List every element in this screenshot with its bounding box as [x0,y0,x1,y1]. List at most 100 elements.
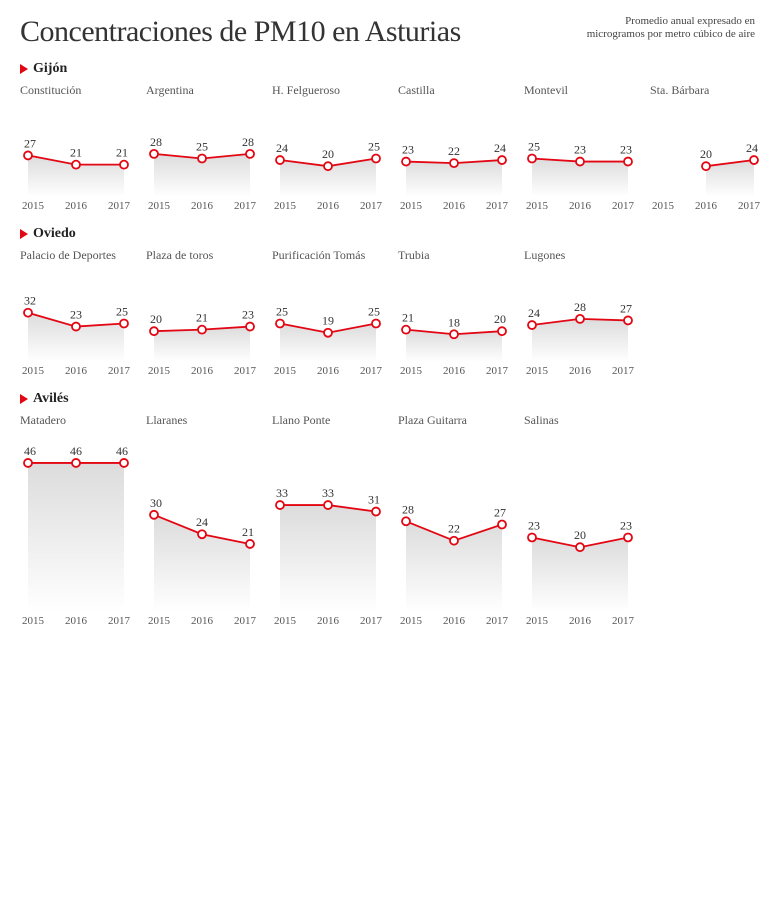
charts-row: Matadero 464646 201520162017 Llaranes 30… [20,413,755,627]
x-tick-label: 2015 [400,200,422,212]
x-axis-ticks: 2015 2016 2017 [272,200,384,212]
chart-svg: 2024 [650,102,762,197]
chart-value-label: 20 [150,312,162,326]
chart-label: Montevil [524,83,636,98]
x-tick-label: 2015 [526,365,548,377]
x-tick-label: 2017 [108,365,130,377]
chart-label: Castilla [398,83,510,98]
chart-marker [702,162,710,170]
chart-marker [150,150,158,158]
chart-svg: 282528 [146,102,258,197]
chart-label: Plaza de toros [146,248,258,263]
x-tick-label: 2016 [65,365,87,377]
x-tick-label: 2016 [191,365,213,377]
chart-marker [72,161,80,169]
x-tick-label: 2017 [738,200,760,212]
x-tick-label: 2015 [22,200,44,212]
chart-value-label: 22 [448,144,460,158]
chart-marker [276,156,284,164]
chart-value-label: 18 [448,315,460,329]
chart-marker [246,540,254,548]
charts-row: Palacio de Deportes 322325 201520162017 … [20,248,755,377]
chart-value-label: 25 [368,305,380,319]
chart-value-label: 27 [24,136,36,150]
x-tick-label: 2017 [360,200,382,212]
x-axis-ticks: 201520162017 [20,615,132,627]
x-axis-ticks: 201520162017 [272,615,384,627]
chart-area [280,505,376,612]
charts-row: Constitución 272121 201520162017 Argenti… [20,83,755,212]
x-tick-label: 2015 [274,365,296,377]
chart-marker [498,327,506,335]
chart-value-label: 25 [368,140,380,154]
chart-value-label: 25 [528,140,540,154]
x-tick-label: 2016 [191,615,213,627]
mini-chart: Plaza de toros 202123 201520162017 [146,248,258,377]
x-tick-label: 2015 [274,200,296,212]
chart-marker [750,156,758,164]
chart-value-label: 23 [528,518,540,532]
section-header: Oviedo [20,226,755,242]
chart-value-label: 25 [276,305,288,319]
chart-marker [150,327,158,335]
chart-svg: 242025 [272,102,384,197]
chart-marker [576,315,584,323]
chart-label: Trubia [398,248,510,263]
chart-marker [402,326,410,334]
chart-value-label: 46 [116,444,128,458]
section: Oviedo Palacio de Deportes 322325 201520… [20,226,755,377]
chart-value-label: 24 [276,141,288,155]
chart-svg: 25 19 25 [272,267,384,362]
mini-chart: Trubia 211820 201520162017 [398,248,510,377]
x-axis-ticks: 201520162017 [146,200,258,212]
chart-label: Argentina [146,83,258,98]
chart-value-label: 28 [574,300,586,314]
x-tick-label: 2017 [108,200,130,212]
chart-value-label: 30 [150,496,162,510]
page-title: Concentraciones de PM10 en Asturias [20,15,461,49]
mini-chart: Llano Ponte 333331 201520162017 [272,413,384,627]
chart-value-label: 19 [322,314,334,328]
x-tick-label: 2015 [274,615,296,627]
chart-marker [450,159,458,167]
x-tick-label: 2015 [22,615,44,627]
chart-marker [402,158,410,166]
x-tick-label: 2017 [360,615,382,627]
x-tick-label: 2016 [443,365,465,377]
x-tick-label: 2016 [191,200,213,212]
x-tick-label: 2015 [526,200,548,212]
section-header: Gijón [20,61,755,77]
chart-label: H. Felgueroso [272,83,384,98]
chart-value-label: 20 [700,147,712,161]
mini-chart: Lugones 242827 201520162017 [524,248,636,377]
chart-label: Plaza Guitarra [398,413,510,428]
chart-value-label: 33 [322,486,334,500]
x-tick-label: 2016 [443,615,465,627]
chart-marker [24,309,32,317]
chart-svg: 282227 [398,432,510,612]
x-axis-ticks: 201520162017 [20,200,132,212]
chart-label: Salinas [524,413,636,428]
sections-container: Gijón Constitución 272121 201520162017 A… [20,61,755,627]
chart-label: Llano Ponte [272,413,384,428]
chart-marker [372,508,380,516]
x-axis-ticks: 201520162017 [524,365,636,377]
chart-value-label: 24 [196,515,208,529]
x-axis-ticks: 201520162017 [146,615,258,627]
x-tick-label: 2016 [569,200,591,212]
section-marker-icon [20,394,28,404]
chart-marker [624,316,632,324]
chart-value-label: 21 [116,146,128,160]
chart-marker [324,501,332,509]
chart-svg: 232224 [398,102,510,197]
chart-svg: 272121 [20,102,132,197]
chart-value-label: 24 [746,141,758,155]
mini-chart: Plaza Guitarra 282227 201520162017 [398,413,510,627]
x-tick-label: 2015 [400,615,422,627]
x-tick-label: 2017 [486,365,508,377]
x-tick-label: 2015 [148,615,170,627]
chart-value-label: 27 [494,506,506,520]
chart-value-label: 23 [620,143,632,157]
chart-label: Llaranes [146,413,258,428]
x-tick-label: 2016 [317,200,339,212]
